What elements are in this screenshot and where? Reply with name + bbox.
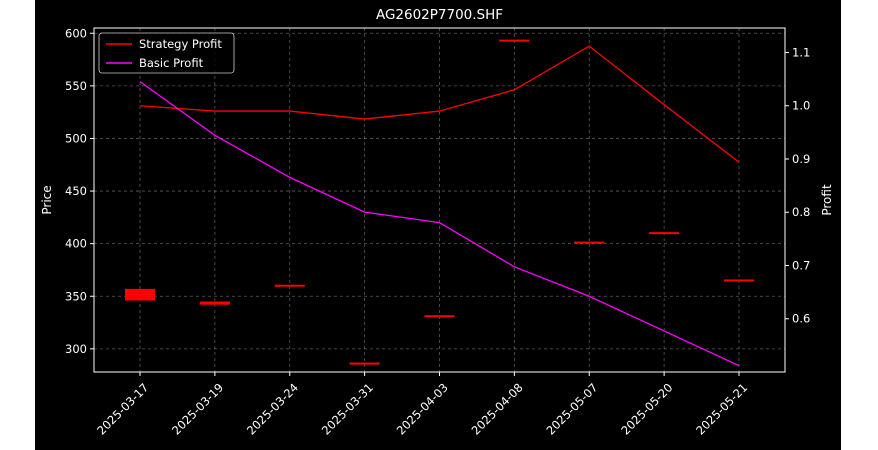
series-line-strategy-profit (139, 45, 740, 163)
chart-figure: 2025-03-17 2025-03-19 2025-03-24 2025-03-31… (35, 0, 841, 450)
candle-mark (499, 39, 530, 42)
candle-mark (199, 301, 230, 305)
series-line-basic-profit (139, 81, 740, 367)
x-tick-label: 2025-05-21 (693, 380, 750, 437)
grid (94, 28, 785, 372)
y2-tick-label: 1.0 (792, 99, 810, 113)
x-tick-label: 2025-03-19 (169, 380, 226, 437)
y-tick-label: 550 (65, 79, 87, 93)
legend-entry: Basic Profit (139, 56, 204, 70)
candle-mark (125, 288, 155, 301)
x-tick-label: 2025-03-31 (319, 380, 376, 437)
candles (125, 39, 754, 365)
chart-svg: 2025-03-17 2025-03-19 2025-03-24 2025-03-31… (40, 7, 834, 438)
x-tick-label: 2025-03-24 (244, 380, 301, 437)
y2-axis-label: Profit (820, 184, 834, 216)
y-tick-label: 600 (65, 26, 87, 40)
x-tick-label: 2025-04-08 (469, 380, 526, 437)
y-tick-label: 400 (65, 237, 87, 251)
candle-mark (649, 232, 680, 235)
candle-mark (274, 284, 305, 287)
axes: 2025-03-17 2025-03-19 2025-03-24 2025-03-31… (65, 26, 810, 437)
chart-title: AG2602P7700.SHF (376, 7, 503, 23)
y2-tick-label: 1.1 (792, 45, 810, 59)
y2-tick-label: 0.7 (792, 258, 810, 272)
y-axis-label: Price (40, 185, 54, 214)
y-tick-label: 300 (65, 342, 87, 356)
x-tick-label: 2025-04-03 (394, 380, 451, 437)
legend-entry: Strategy Profit (139, 37, 222, 51)
candle-mark (424, 315, 455, 318)
candle-mark (574, 241, 605, 244)
x-tick-label: 2025-03-17 (94, 380, 151, 437)
candle-mark (349, 362, 380, 365)
plot-frame (93, 27, 786, 373)
y2-tick-label: 0.6 (792, 312, 810, 326)
x-tick-label: 2025-05-20 (618, 380, 675, 437)
x-tick-label: 2025-05-07 (543, 380, 600, 437)
series-lines (139, 45, 740, 367)
candle-mark (724, 279, 754, 282)
legend-box (98, 32, 235, 74)
y2-tick-label: 0.8 (792, 205, 810, 219)
y2-tick-label: 0.9 (792, 152, 810, 166)
y-tick-label: 450 (65, 184, 87, 198)
y-tick-label: 500 (65, 131, 87, 145)
legend: Strategy Profit Basic Profit (98, 32, 235, 74)
y-tick-label: 350 (65, 289, 87, 303)
